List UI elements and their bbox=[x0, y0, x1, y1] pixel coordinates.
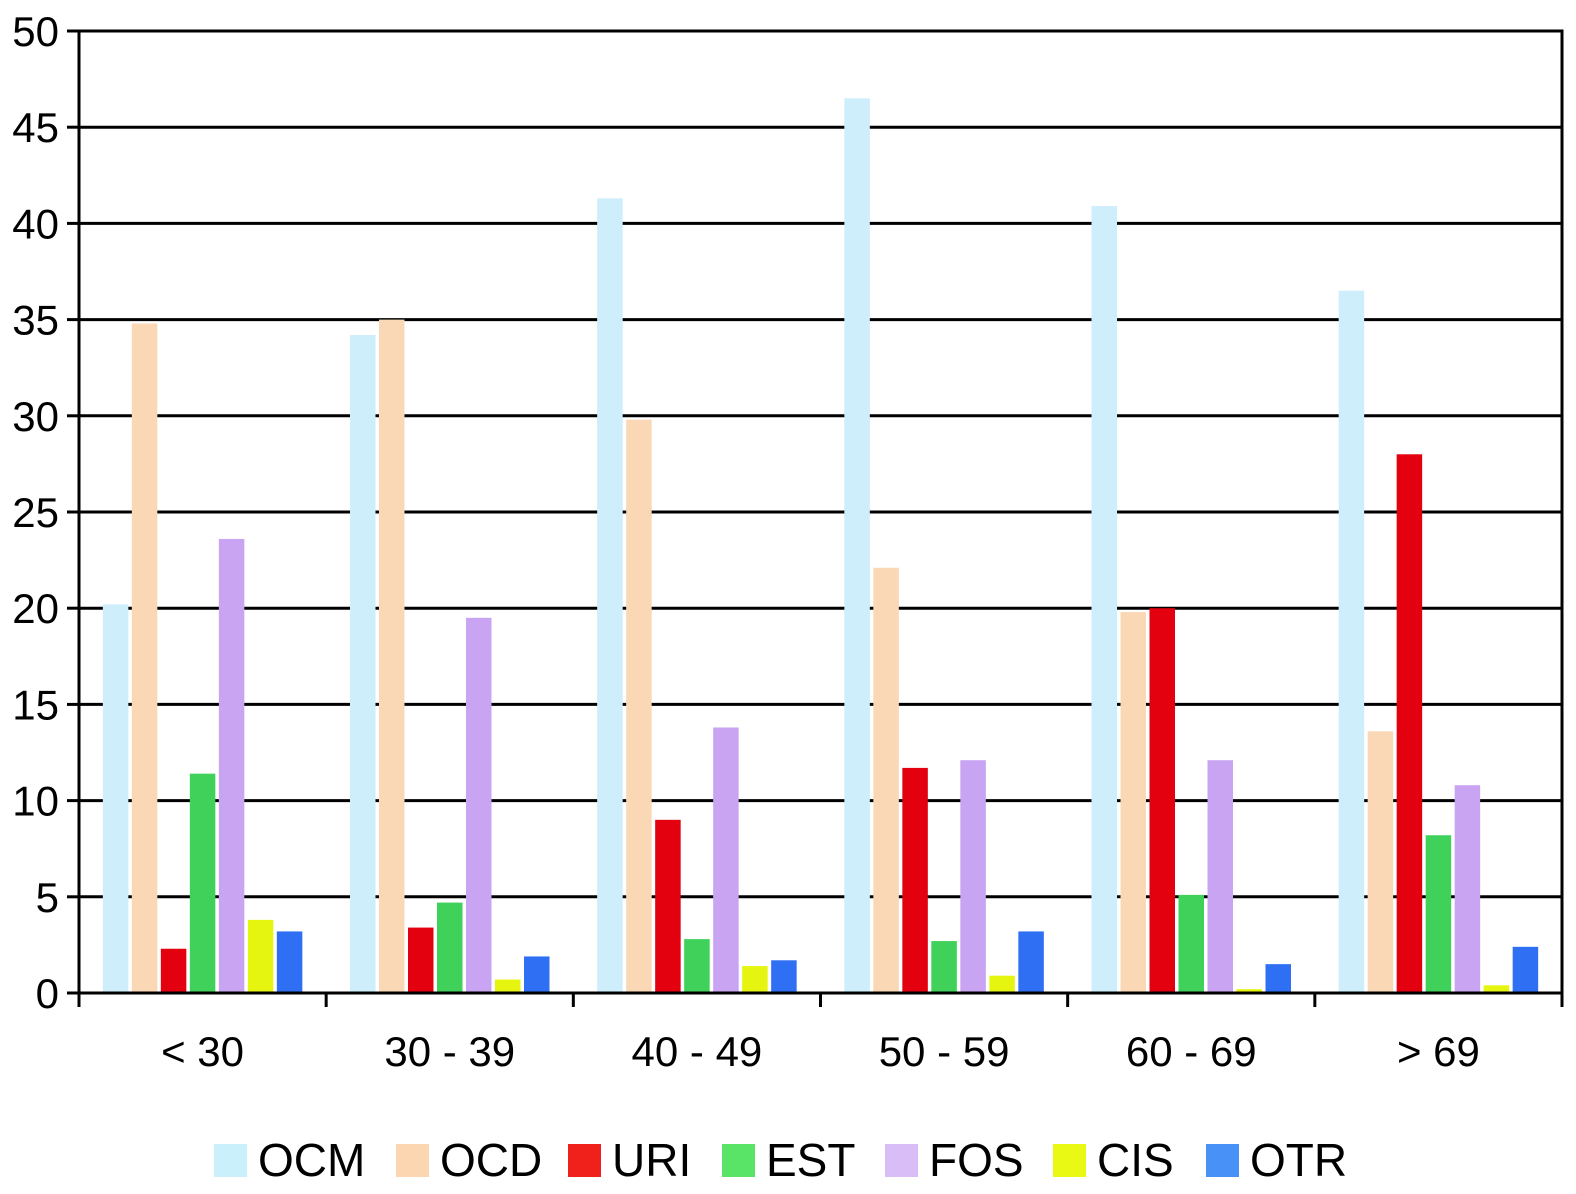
bar-ocd-4 bbox=[873, 567, 899, 993]
y-tick-label: 45 bbox=[12, 104, 59, 151]
bar-cis-4 bbox=[989, 975, 1015, 993]
bar-ocd-3 bbox=[626, 419, 652, 993]
bar-fos-2 bbox=[466, 617, 492, 993]
y-tick-label: 50 bbox=[12, 8, 59, 55]
bar-cis-3 bbox=[742, 966, 768, 993]
bar-cis-1 bbox=[247, 919, 274, 993]
bar-fos-4 bbox=[960, 760, 986, 993]
legend-label-cis: CIS bbox=[1097, 1134, 1174, 1186]
bar-uri-4 bbox=[902, 767, 928, 993]
bar-fos-1 bbox=[218, 538, 245, 993]
legend-swatch-otr bbox=[1206, 1144, 1239, 1177]
bar-est-3 bbox=[684, 939, 710, 993]
legend-label-ocm: OCM bbox=[258, 1134, 365, 1186]
bar-ocd-6 bbox=[1367, 731, 1394, 993]
bar-otr-6 bbox=[1512, 946, 1539, 993]
y-tick-label: 25 bbox=[12, 489, 59, 536]
bar-uri-5 bbox=[1149, 608, 1175, 993]
legend-swatch-fos bbox=[885, 1144, 918, 1177]
legend-swatch-est bbox=[722, 1144, 755, 1177]
y-tick-label: 20 bbox=[12, 585, 59, 632]
bar-ocm-5 bbox=[1091, 206, 1117, 994]
legend-label-est: EST bbox=[766, 1134, 855, 1186]
bar-ocd-5 bbox=[1120, 612, 1146, 993]
legend: OCM OCD URI EST FOS CIS OTR bbox=[214, 1134, 1347, 1186]
bar-ocd-1 bbox=[131, 323, 158, 993]
bar-uri-3 bbox=[655, 819, 681, 993]
x-tick-label: 40 - 49 bbox=[632, 1028, 763, 1075]
bar-otr-3 bbox=[771, 960, 797, 993]
bar-ocm-3 bbox=[597, 198, 623, 993]
bar-cis-2 bbox=[495, 979, 521, 993]
y-tick-label: 5 bbox=[36, 874, 59, 921]
legend-label-fos: FOS bbox=[929, 1134, 1024, 1186]
bar-fos-3 bbox=[713, 727, 739, 993]
bars bbox=[102, 98, 1539, 994]
y-tick-label: 10 bbox=[12, 778, 59, 825]
bar-est-6 bbox=[1425, 835, 1452, 993]
bar-cis-5 bbox=[1236, 989, 1262, 993]
bar-uri-6 bbox=[1396, 454, 1423, 993]
x-tick-label: 60 - 69 bbox=[1126, 1028, 1257, 1075]
bar-uri-2 bbox=[408, 927, 434, 993]
bar-ocm-6 bbox=[1338, 290, 1365, 993]
y-tick-label: 15 bbox=[12, 681, 59, 728]
bar-fos-5 bbox=[1207, 760, 1233, 993]
bar-ocm-4 bbox=[844, 98, 870, 994]
bar-otr-5 bbox=[1265, 964, 1291, 993]
bar-est-1 bbox=[189, 773, 216, 993]
legend-label-otr: OTR bbox=[1250, 1134, 1347, 1186]
legend-swatch-ocd bbox=[396, 1144, 429, 1177]
bar-est-5 bbox=[1178, 894, 1204, 993]
x-tick-label: < 30 bbox=[161, 1028, 244, 1075]
legend-swatch-ocm bbox=[214, 1144, 247, 1177]
x-tick-label: > 69 bbox=[1397, 1028, 1480, 1075]
bar-otr-2 bbox=[524, 956, 550, 993]
bar-est-4 bbox=[931, 941, 957, 993]
bar-cis-6 bbox=[1483, 985, 1510, 993]
bar-ocm-2 bbox=[350, 334, 376, 993]
bar-ocm-1 bbox=[102, 604, 129, 993]
bar-uri-1 bbox=[160, 948, 187, 993]
legend-label-ocd: OCD bbox=[440, 1134, 542, 1186]
legend-swatch-uri bbox=[568, 1144, 601, 1177]
bar-ocd-2 bbox=[379, 319, 405, 994]
y-tick-label: 35 bbox=[12, 297, 59, 344]
bar-est-2 bbox=[437, 902, 463, 993]
legend-label-uri: URI bbox=[612, 1134, 691, 1186]
bar-otr-1 bbox=[276, 931, 303, 993]
x-tick-label: 30 - 39 bbox=[384, 1028, 515, 1075]
bar-otr-4 bbox=[1018, 931, 1044, 993]
legend-swatch-cis bbox=[1053, 1144, 1086, 1177]
y-tick-label: 30 bbox=[12, 393, 59, 440]
x-tick-label: 50 - 59 bbox=[879, 1028, 1010, 1075]
bar-fos-6 bbox=[1454, 785, 1481, 993]
axes: 0 5 10 15 20 25 30 35 40 45 50 < 30 30 - 39 40 - 49 50… bbox=[12, 8, 1564, 1075]
y-tick-label: 40 bbox=[12, 200, 59, 247]
y-tick-label: 0 bbox=[36, 970, 59, 1017]
